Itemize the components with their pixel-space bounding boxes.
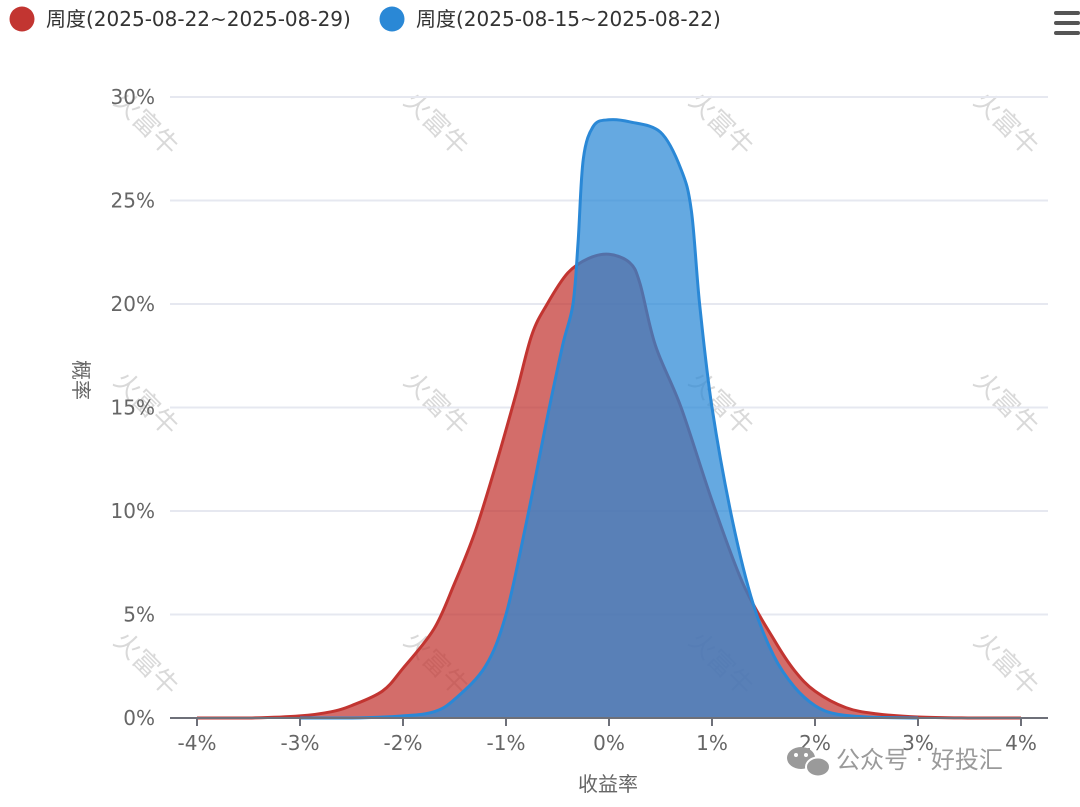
- legend-marker: [379, 6, 405, 32]
- watermark-text: 火富牛: [967, 366, 1043, 442]
- legend-item-2[interactable]: 周度(2025-08-15~2025-08-22): [379, 6, 721, 32]
- y-tick-label: 30%: [111, 85, 155, 109]
- series-area-2[interactable]: [300, 119, 918, 719]
- watermark-text: 火富牛: [107, 626, 183, 702]
- y-tick-label: 20%: [111, 292, 155, 316]
- x-tick-label: 0%: [593, 731, 625, 755]
- watermark-text: 火富牛: [397, 366, 473, 442]
- x-tick-label: 1%: [696, 731, 728, 755]
- x-tick-label: -1%: [487, 731, 526, 755]
- hamburger-menu-icon[interactable]: [1054, 11, 1080, 35]
- y-tick-label: 10%: [111, 499, 155, 523]
- legend-label: 周度(2025-08-15~2025-08-22): [416, 7, 721, 31]
- axes: 0%5%10%15%20%25%30%-4% -3% -2% -1% 0% 1% 2% 3% 4…: [111, 85, 1048, 755]
- y-tick-label: 0%: [123, 706, 155, 730]
- legend-label: 周度(2025-08-22~2025-08-29): [46, 7, 351, 31]
- x-tick-label: -2%: [384, 731, 423, 755]
- y-axis-title: 概率: [69, 360, 93, 400]
- series-areas: [197, 118, 1021, 720]
- footer-account-name: 公众号 · 好投汇: [836, 746, 1003, 774]
- series-line-2: [300, 118, 919, 720]
- y-tick-label: 25%: [111, 189, 155, 213]
- wechat-icon: [787, 747, 831, 778]
- legend[interactable]: 周度(2025-08-22~2025-08-29) 周度(2025-08-15~2…: [9, 6, 721, 32]
- x-tick-label: -3%: [281, 731, 320, 755]
- y-tick-label: 5%: [123, 603, 155, 627]
- watermark-text: 火富牛: [967, 626, 1043, 702]
- x-tick-label: -4%: [178, 731, 217, 755]
- legend-marker: [9, 6, 35, 32]
- legend-item-1[interactable]: 周度(2025-08-22~2025-08-29): [9, 6, 351, 32]
- y-tick-label: 15%: [111, 396, 155, 420]
- x-tick-label: 4%: [1005, 731, 1037, 755]
- x-axis-title: 收益率: [578, 772, 638, 796]
- x-tick-label: 3%: [902, 731, 934, 755]
